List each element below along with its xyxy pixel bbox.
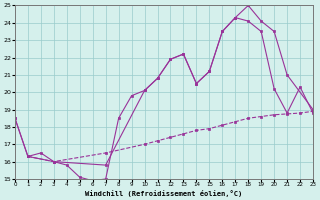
X-axis label: Windchill (Refroidissement éolien,°C): Windchill (Refroidissement éolien,°C) — [85, 190, 243, 197]
